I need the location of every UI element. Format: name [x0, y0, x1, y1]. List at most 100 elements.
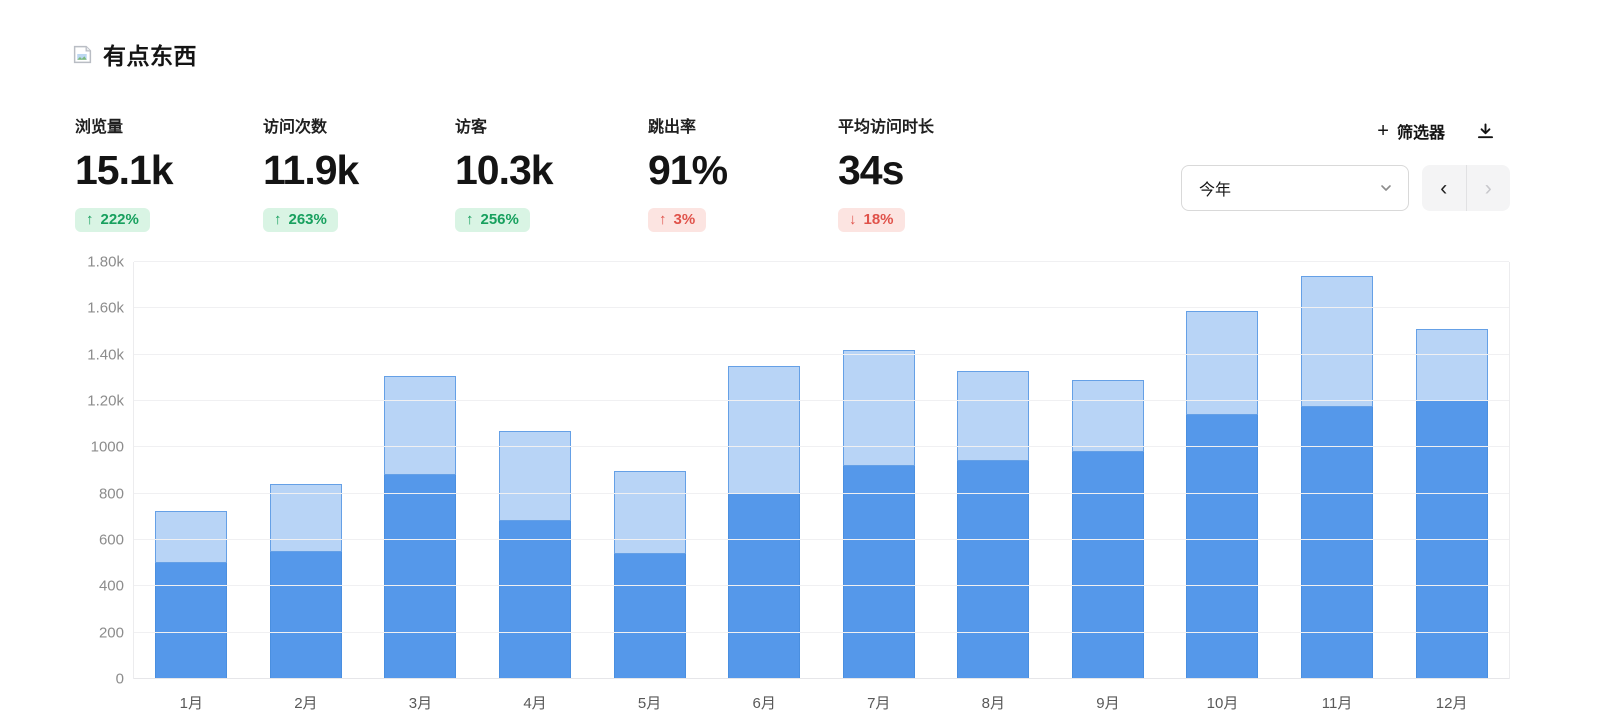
y-axis-tick-label: 1.60k [87, 299, 124, 317]
x-axis-tick-label: 4月 [523, 695, 547, 712]
bar-segment-lower[interactable] [842, 465, 915, 679]
bar-segment-upper[interactable] [1301, 275, 1374, 407]
bar-segment-lower[interactable] [1415, 401, 1488, 679]
gridline [134, 446, 1509, 448]
bar-slot [821, 262, 936, 679]
chart-controls: + 筛选器 今年 ‹ [1181, 119, 1510, 211]
controls-row-bottom: 今年 ‹ › [1181, 165, 1510, 211]
gridline [134, 492, 1509, 494]
page-title: 有点东西 [103, 43, 197, 69]
stacked-bar[interactable] [1186, 310, 1259, 679]
stat-visitors: 访客 10.3k ↑ 256% [455, 113, 648, 232]
x-axis-tick-label: 7月 [867, 695, 891, 712]
plot-area [133, 261, 1510, 679]
bar-segment-upper[interactable] [613, 470, 686, 554]
y-axis-tick-label: 200 [98, 624, 124, 642]
stats-row: 浏览量 15.1k ↑ 222% 访问次数 11.9k ↑ 263% 访客 10.3… [75, 113, 1600, 232]
bar-slot [1051, 262, 1166, 679]
y-axis-tick-label: 0 [115, 670, 124, 688]
gridline [134, 585, 1509, 587]
stat-value: 91% [648, 147, 728, 193]
y-axis-tick-label: 400 [98, 577, 124, 595]
period-select[interactable]: 今年 [1181, 165, 1409, 211]
bar-slot [249, 262, 364, 679]
stat-pageviews: 浏览量 15.1k ↑ 222% [75, 113, 263, 232]
stat-label: 访客 [455, 119, 488, 136]
bar-slot [1165, 262, 1280, 679]
x-axis-tick-label: 10月 [1206, 695, 1239, 712]
bar-segment-lower[interactable] [155, 563, 228, 679]
pager: ‹ › [1422, 165, 1510, 211]
arrow-up-icon: ↑ [86, 211, 94, 228]
pager-next-button[interactable]: › [1465, 165, 1511, 211]
bar-segment-lower[interactable] [957, 461, 1030, 679]
bar-segment-upper[interactable] [269, 484, 342, 552]
gridline [134, 400, 1509, 401]
bar-slot [478, 262, 593, 679]
x-axis-tick-label: 1月 [179, 695, 203, 712]
bar-slot [1280, 262, 1395, 679]
y-axis-tick-label: 1000 [90, 438, 124, 456]
bar-segment-upper[interactable] [155, 511, 228, 564]
bar-segment-upper[interactable] [957, 370, 1030, 462]
x-axis-tick-label: 6月 [752, 695, 776, 712]
bar-segment-upper[interactable] [842, 350, 915, 466]
stat-value: 34s [838, 147, 904, 193]
stat-change-badge: ↓ 18% [838, 208, 905, 232]
stat-change-badge: ↑ 256% [455, 208, 530, 232]
bar-segment-upper[interactable] [384, 375, 457, 476]
bar-segment-upper[interactable] [1071, 380, 1144, 452]
filter-button-label: 筛选器 [1396, 125, 1445, 142]
stacked-bar[interactable] [269, 484, 342, 679]
bar-slot [707, 262, 822, 679]
x-axis-tick-label: 12月 [1435, 695, 1468, 712]
stacked-bar[interactable] [1415, 329, 1488, 679]
stat-value: 10.3k [455, 147, 554, 193]
bar-segment-upper[interactable] [728, 366, 801, 494]
download-button[interactable] [1475, 121, 1496, 142]
gridline [134, 631, 1509, 633]
y-axis-tick-label: 800 [98, 485, 124, 503]
x-axis-tick-label: 11月 [1321, 695, 1353, 712]
bar-segment-lower[interactable] [384, 475, 457, 679]
arrow-up-icon: ↑ [659, 211, 667, 228]
stat-bounce-rate: 跳出率 91% ↑ 3% [648, 113, 838, 232]
y-axis-tick-label: 1.80k [87, 253, 124, 271]
page-image-icon [72, 44, 93, 65]
x-axis-tick-label: 8月 [981, 695, 1005, 712]
stat-label: 平均访问时长 [838, 119, 935, 136]
x-axis: 1月 2月 3月 4月 5月 6月 7月 8月 9月 10月 11月 12月 [134, 679, 1509, 713]
stat-label: 浏览量 [75, 119, 124, 136]
filter-button[interactable]: + 筛选器 [1377, 119, 1445, 143]
bar-segment-lower[interactable] [1186, 414, 1259, 679]
chevron-down-icon [1379, 181, 1393, 195]
bar-segment-upper[interactable] [1415, 329, 1488, 401]
plus-icon: + [1377, 119, 1389, 142]
bar-segment-upper[interactable] [499, 431, 572, 522]
stacked-bar[interactable] [499, 431, 572, 679]
y-axis-tick-label: 600 [98, 531, 124, 549]
stat-value: 11.9k [263, 147, 359, 193]
bar-segment-lower[interactable] [613, 553, 686, 679]
bar-segment-upper[interactable] [1186, 310, 1259, 415]
gridline [134, 353, 1509, 355]
stacked-bar[interactable] [613, 470, 686, 679]
bar-segment-lower[interactable] [1301, 406, 1374, 679]
gridline [134, 261, 1509, 262]
stacked-bar[interactable] [1071, 380, 1144, 679]
stacked-bar[interactable] [1301, 275, 1374, 679]
bar-slot [1394, 262, 1509, 679]
bar-segment-lower[interactable] [269, 551, 342, 679]
gridline [134, 307, 1509, 309]
download-icon [1475, 121, 1496, 142]
bar-segment-lower[interactable] [499, 521, 572, 679]
stacked-bar[interactable] [957, 370, 1030, 679]
stacked-bar[interactable] [155, 511, 228, 679]
bar-segment-lower[interactable] [1071, 451, 1144, 679]
stacked-bar[interactable] [384, 375, 457, 679]
pager-prev-button[interactable]: ‹ [1422, 165, 1466, 211]
gridline [134, 678, 1509, 679]
stat-change-badge: ↑ 263% [263, 208, 338, 232]
stat-label: 跳出率 [648, 119, 697, 136]
y-axis-tick-label: 1.40k [87, 346, 124, 364]
